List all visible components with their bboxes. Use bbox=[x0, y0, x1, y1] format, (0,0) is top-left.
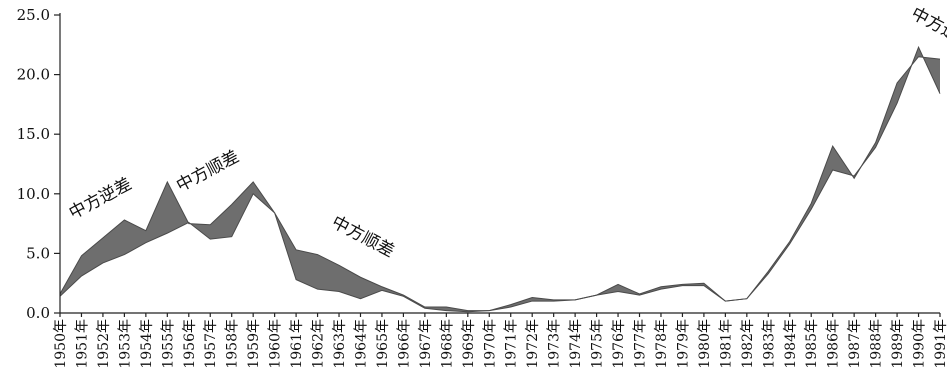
x-tick-label: 1990年 bbox=[912, 319, 928, 369]
x-tick-label: 1950年 bbox=[53, 319, 69, 369]
y-tick-label: 15.0 bbox=[17, 125, 50, 143]
x-tick-label: 1967年 bbox=[418, 319, 434, 369]
x-tick-label: 1960年 bbox=[268, 319, 284, 369]
x-tick-label: 1972年 bbox=[525, 319, 541, 369]
x-tick-label: 1968年 bbox=[439, 319, 455, 369]
x-tick-label: 1979年 bbox=[675, 319, 691, 369]
x-tick-label: 1984年 bbox=[783, 319, 799, 369]
y-axis: 0.0 5.0 10.0 15.0 20.0 25.0 bbox=[17, 6, 61, 322]
x-tick-label: 1973年 bbox=[547, 319, 563, 369]
series-line-2 bbox=[59, 45, 941, 313]
x-tick-label: 1982年 bbox=[740, 319, 756, 369]
x-tick-label: 1980年 bbox=[697, 319, 713, 369]
x-tick-label: 1952年 bbox=[96, 319, 112, 369]
plot-area bbox=[59, 45, 941, 313]
x-tick-label: 1991年 bbox=[933, 319, 947, 369]
x-tick-label: 1955年 bbox=[160, 319, 176, 369]
y-tick-label: 0.0 bbox=[26, 304, 50, 322]
x-tick-label: 1959年 bbox=[246, 319, 262, 369]
x-tick-label: 1985年 bbox=[804, 319, 820, 369]
x-tick-label: 1951年 bbox=[74, 319, 90, 369]
annotation-label: 中方顺差 bbox=[328, 212, 397, 262]
x-tick-label: 1986年 bbox=[826, 319, 842, 369]
x-tick-label: 1976年 bbox=[611, 319, 627, 369]
annotation-label: 中方逆差 bbox=[908, 4, 947, 54]
x-tick-label: 1975年 bbox=[590, 319, 606, 369]
x-tick-label: 1971年 bbox=[504, 319, 520, 369]
x-tick-label: 1983年 bbox=[761, 319, 777, 369]
x-tick-label: 1987年 bbox=[847, 319, 863, 369]
annotation-label: 中方顺差 bbox=[173, 147, 242, 197]
x-tick-label: 1957年 bbox=[203, 319, 219, 369]
x-axis: 1950年 1951年 1952年 1953年 1954年 1955年 1956年 1957年… bbox=[53, 312, 947, 369]
x-tick-label: 1978年 bbox=[654, 319, 670, 369]
x-tick-label: 1969年 bbox=[461, 319, 477, 369]
y-tick-label: 20.0 bbox=[17, 66, 50, 84]
series-line-1 bbox=[59, 56, 941, 312]
annotation-label: 中方逆差 bbox=[66, 174, 135, 224]
x-tick-label: 1977年 bbox=[633, 319, 649, 369]
x-tick-label: 1954年 bbox=[139, 319, 155, 369]
x-tick-label: 1981年 bbox=[718, 319, 734, 369]
x-tick-label: 1961年 bbox=[289, 319, 305, 369]
x-tick-label: 1970年 bbox=[482, 319, 498, 369]
x-tick-label: 1965年 bbox=[375, 319, 391, 369]
x-tick-label: 1958年 bbox=[225, 319, 241, 369]
x-tick-label: 1956年 bbox=[182, 319, 198, 369]
x-tick-label: 1963年 bbox=[332, 319, 348, 369]
x-tick-label: 1962年 bbox=[311, 319, 327, 369]
x-tick-label: 1974年 bbox=[568, 319, 584, 369]
x-tick-label: 1966年 bbox=[396, 319, 412, 369]
y-tick-label: 5.0 bbox=[26, 244, 50, 262]
x-tick-label: 1988年 bbox=[869, 319, 885, 369]
x-tick-label: 1989年 bbox=[890, 319, 906, 369]
x-tick-label: 1964年 bbox=[353, 319, 369, 369]
x-tick-label: 1953年 bbox=[117, 319, 133, 369]
y-tick-label: 10.0 bbox=[17, 185, 50, 203]
y-tick-label: 25.0 bbox=[17, 6, 50, 24]
